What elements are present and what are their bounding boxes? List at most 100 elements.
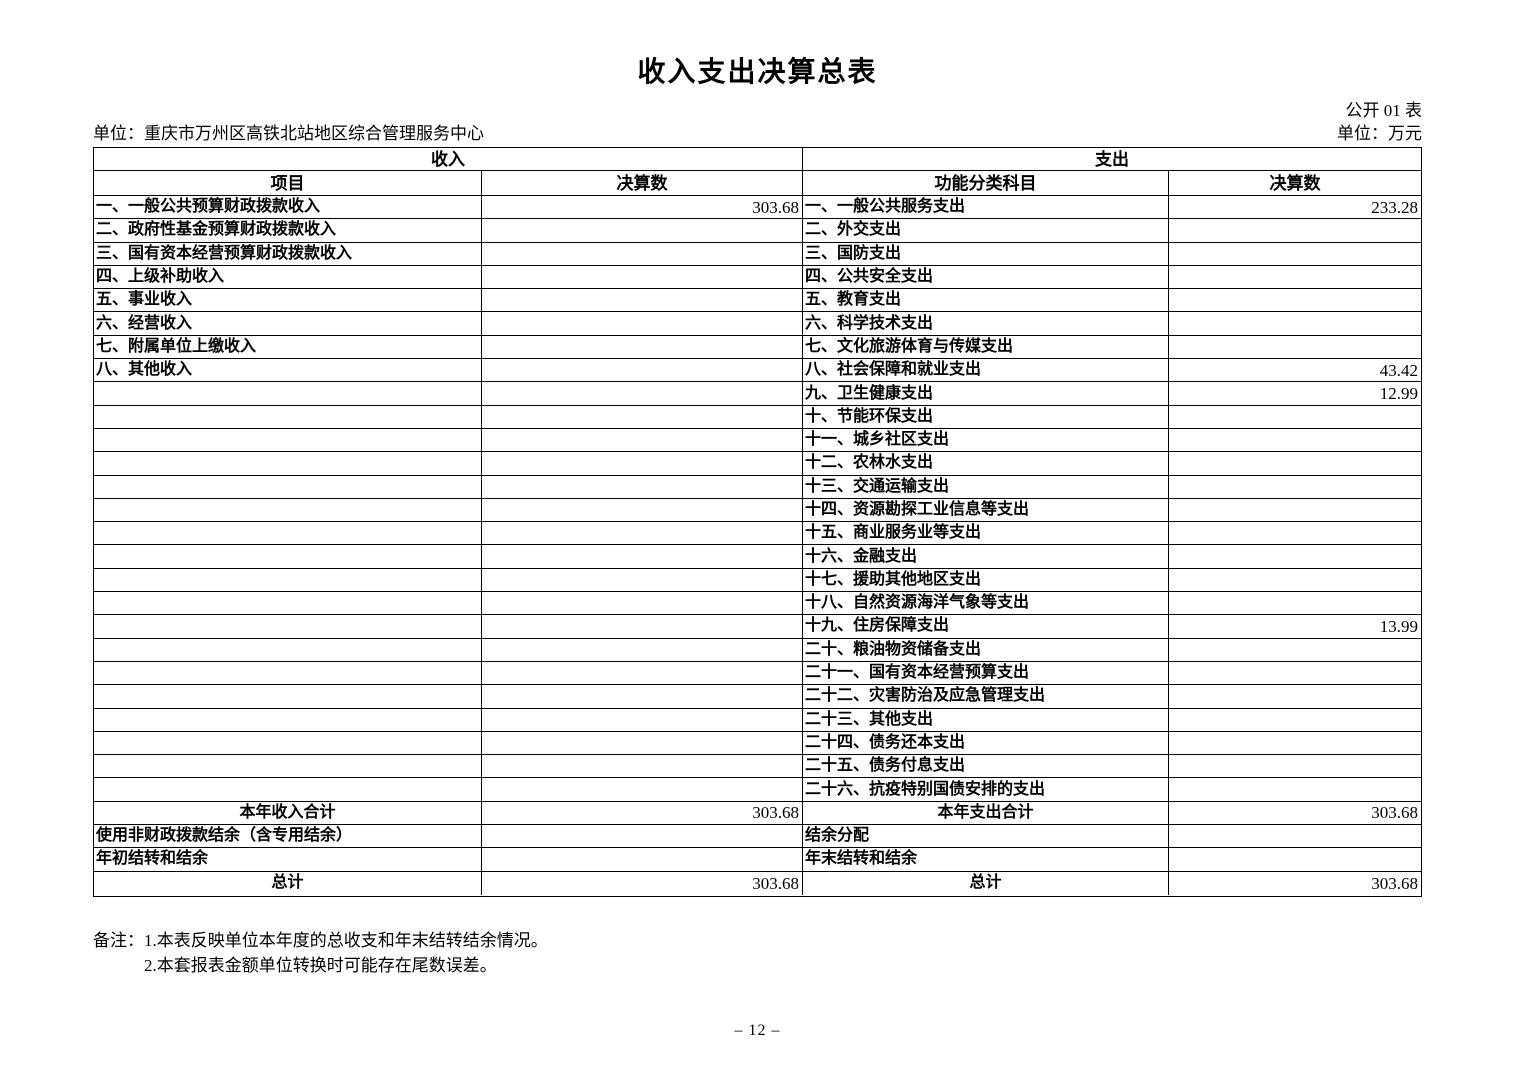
expense-item-cell: 二十四、债务还本支出 [803,731,1169,756]
expense-item-cell: 十七、援助其他地区支出 [803,568,1169,593]
notes-label: 备注： [93,931,144,950]
notes-lines: 1.本表反映单位本年度的总收支和年末结转结余情况。 2.本套报表金额单位转换时可… [144,928,548,978]
income-item-cell: 使用非财政拨款结余（含专用结余） [94,825,482,849]
expense-value-cell [1169,755,1421,779]
income-value-cell [482,452,803,476]
expense-value-cell [1169,778,1421,802]
income-item-cell: 四、上级补助收入 [94,265,482,290]
income-item-cell [94,568,482,593]
income-item-cell: 六、经营收入 [94,312,482,336]
expense-item-cell: 六、科学技术支出 [803,312,1169,336]
expense-item-cell: 四、公共安全支出 [803,265,1169,290]
income-value-cell [482,592,803,616]
expense-item-column-header: 功能分类科目 [803,171,1169,196]
income-item-cell: 三、国有资本经营预算财政拨款收入 [94,242,482,266]
expense-item-cell: 八、社会保障和就业支出 [803,359,1169,383]
expense-value-cell [1169,848,1421,872]
expense-value-cell [1169,825,1421,849]
expense-item-cell: 十、节能环保支出 [803,405,1169,429]
expense-item-cell: 七、文化旅游体育与传媒支出 [803,335,1169,360]
income-value-cell [482,778,803,802]
page-number: – 12 – [734,1022,781,1039]
expense-value-cell: 303.68 [1169,802,1421,826]
income-value-cell [482,848,803,872]
income-value-cell [482,265,803,290]
expense-value-cell [1169,266,1421,290]
expense-section-header: 支出 [803,148,1421,171]
income-value-cell [482,382,803,406]
expense-value-cell: 43.42 [1169,359,1421,383]
page-title: 收入支出决算总表 [637,57,878,88]
expense-item-cell: 年末结转和结余 [803,848,1169,872]
income-item-cell [94,452,482,476]
income-item-cell: 本年收入合计 [94,801,482,826]
expense-value-column-header: 决算数 [1169,171,1421,196]
income-item-cell: 八、其他收入 [94,359,482,383]
expense-item-cell: 十五、商业服务业等支出 [803,522,1169,546]
income-item-cell [94,708,482,732]
expense-item-cell: 结余分配 [803,825,1169,849]
expense-item-cell: 二十一、国有资本经营预算支出 [803,661,1169,686]
income-value-cell [482,638,803,662]
expense-value-cell [1169,522,1421,546]
org-name: 单位：重庆市万州区高铁北站地区综合管理服务中心 [93,124,484,143]
income-value-cell [482,731,803,756]
income-item-cell [94,405,482,429]
income-item-cell [94,522,482,546]
note-line-2: 2.本套报表金额单位转换时可能存在尾数误差。 [144,956,497,975]
income-item-cell [94,475,482,499]
income-item-cell [94,545,482,569]
income-value-cell [482,685,803,709]
expense-value-cell [1169,569,1421,593]
expense-item-cell: 一、一般公共服务支出 [803,196,1169,220]
income-item-cell [94,638,482,662]
section-header-row: 收入 支出 [94,148,1421,171]
table-body: 一、一般公共预算财政拨款收入 303.68 一、一般公共服务支出 233.28 二、政府… [94,196,1421,895]
income-value-cell [482,359,803,383]
income-section-header: 收入 [94,148,803,171]
note-line-1: 1.本表反映单位本年度的总收支和年末结转结余情况。 [144,931,548,950]
expense-value-cell [1169,732,1421,756]
income-item-cell [94,661,482,686]
expense-value-cell: 12.99 [1169,382,1421,406]
income-value-cell [482,568,803,593]
income-item-cell: 二、政府性基金预算财政拨款收入 [94,219,482,243]
income-item-cell: 七、附属单位上缴收入 [94,335,482,360]
income-item-cell [94,428,482,453]
income-value-cell [482,825,803,849]
income-item-cell [94,778,482,802]
income-item-cell [94,592,482,616]
expense-value-cell [1169,545,1421,569]
expense-item-cell: 二十二、灾害防治及应急管理支出 [803,685,1169,709]
expense-value-cell: 303.68 [1371,873,1418,893]
expense-value-cell [1169,452,1421,476]
income-value-cell: 303.68 [482,871,803,895]
income-value-cell [482,219,803,243]
income-item-cell: 五、事业收入 [94,289,482,313]
unit-of-measure: 单位：万元 [1337,124,1422,143]
expense-item-cell: 二十六、抗疫特别国债安排的支出 [803,778,1169,802]
income-item-cell [94,755,482,779]
expense-item-cell: 二十五、债务付息支出 [803,755,1169,779]
income-item-cell [94,731,482,756]
expense-item-cell: 十一、城乡社区支出 [803,428,1169,453]
expense-item-cell: 五、教育支出 [803,289,1169,313]
expense-value-cell: 13.99 [1169,615,1421,639]
income-value-cell [482,615,803,639]
income-value-cell [482,755,803,779]
income-item-column-header: 项目 [94,171,482,196]
expense-item-cell: 十九、住房保障支出 [803,615,1169,639]
expense-item-cell: 二十、粮油物资储备支出 [803,638,1169,662]
income-item-cell: 年初结转和结余 [94,848,482,872]
expense-item-cell: 九、卫生健康支出 [803,382,1169,406]
expense-value-cell [1169,685,1421,709]
doc-code: 公开 01 表 [1345,101,1423,120]
income-item-cell: 总计 [94,871,482,895]
expense-value-cell [1169,639,1421,662]
notes: 备注： 1.本表反映单位本年度的总收支和年末结转结余情况。 2.本套报表金额单位… [93,928,548,978]
expense-value-cell [1169,219,1421,243]
income-value-cell [482,335,803,360]
expense-value-cell [1169,499,1421,523]
expense-item-cell: 总计 [803,871,1169,895]
